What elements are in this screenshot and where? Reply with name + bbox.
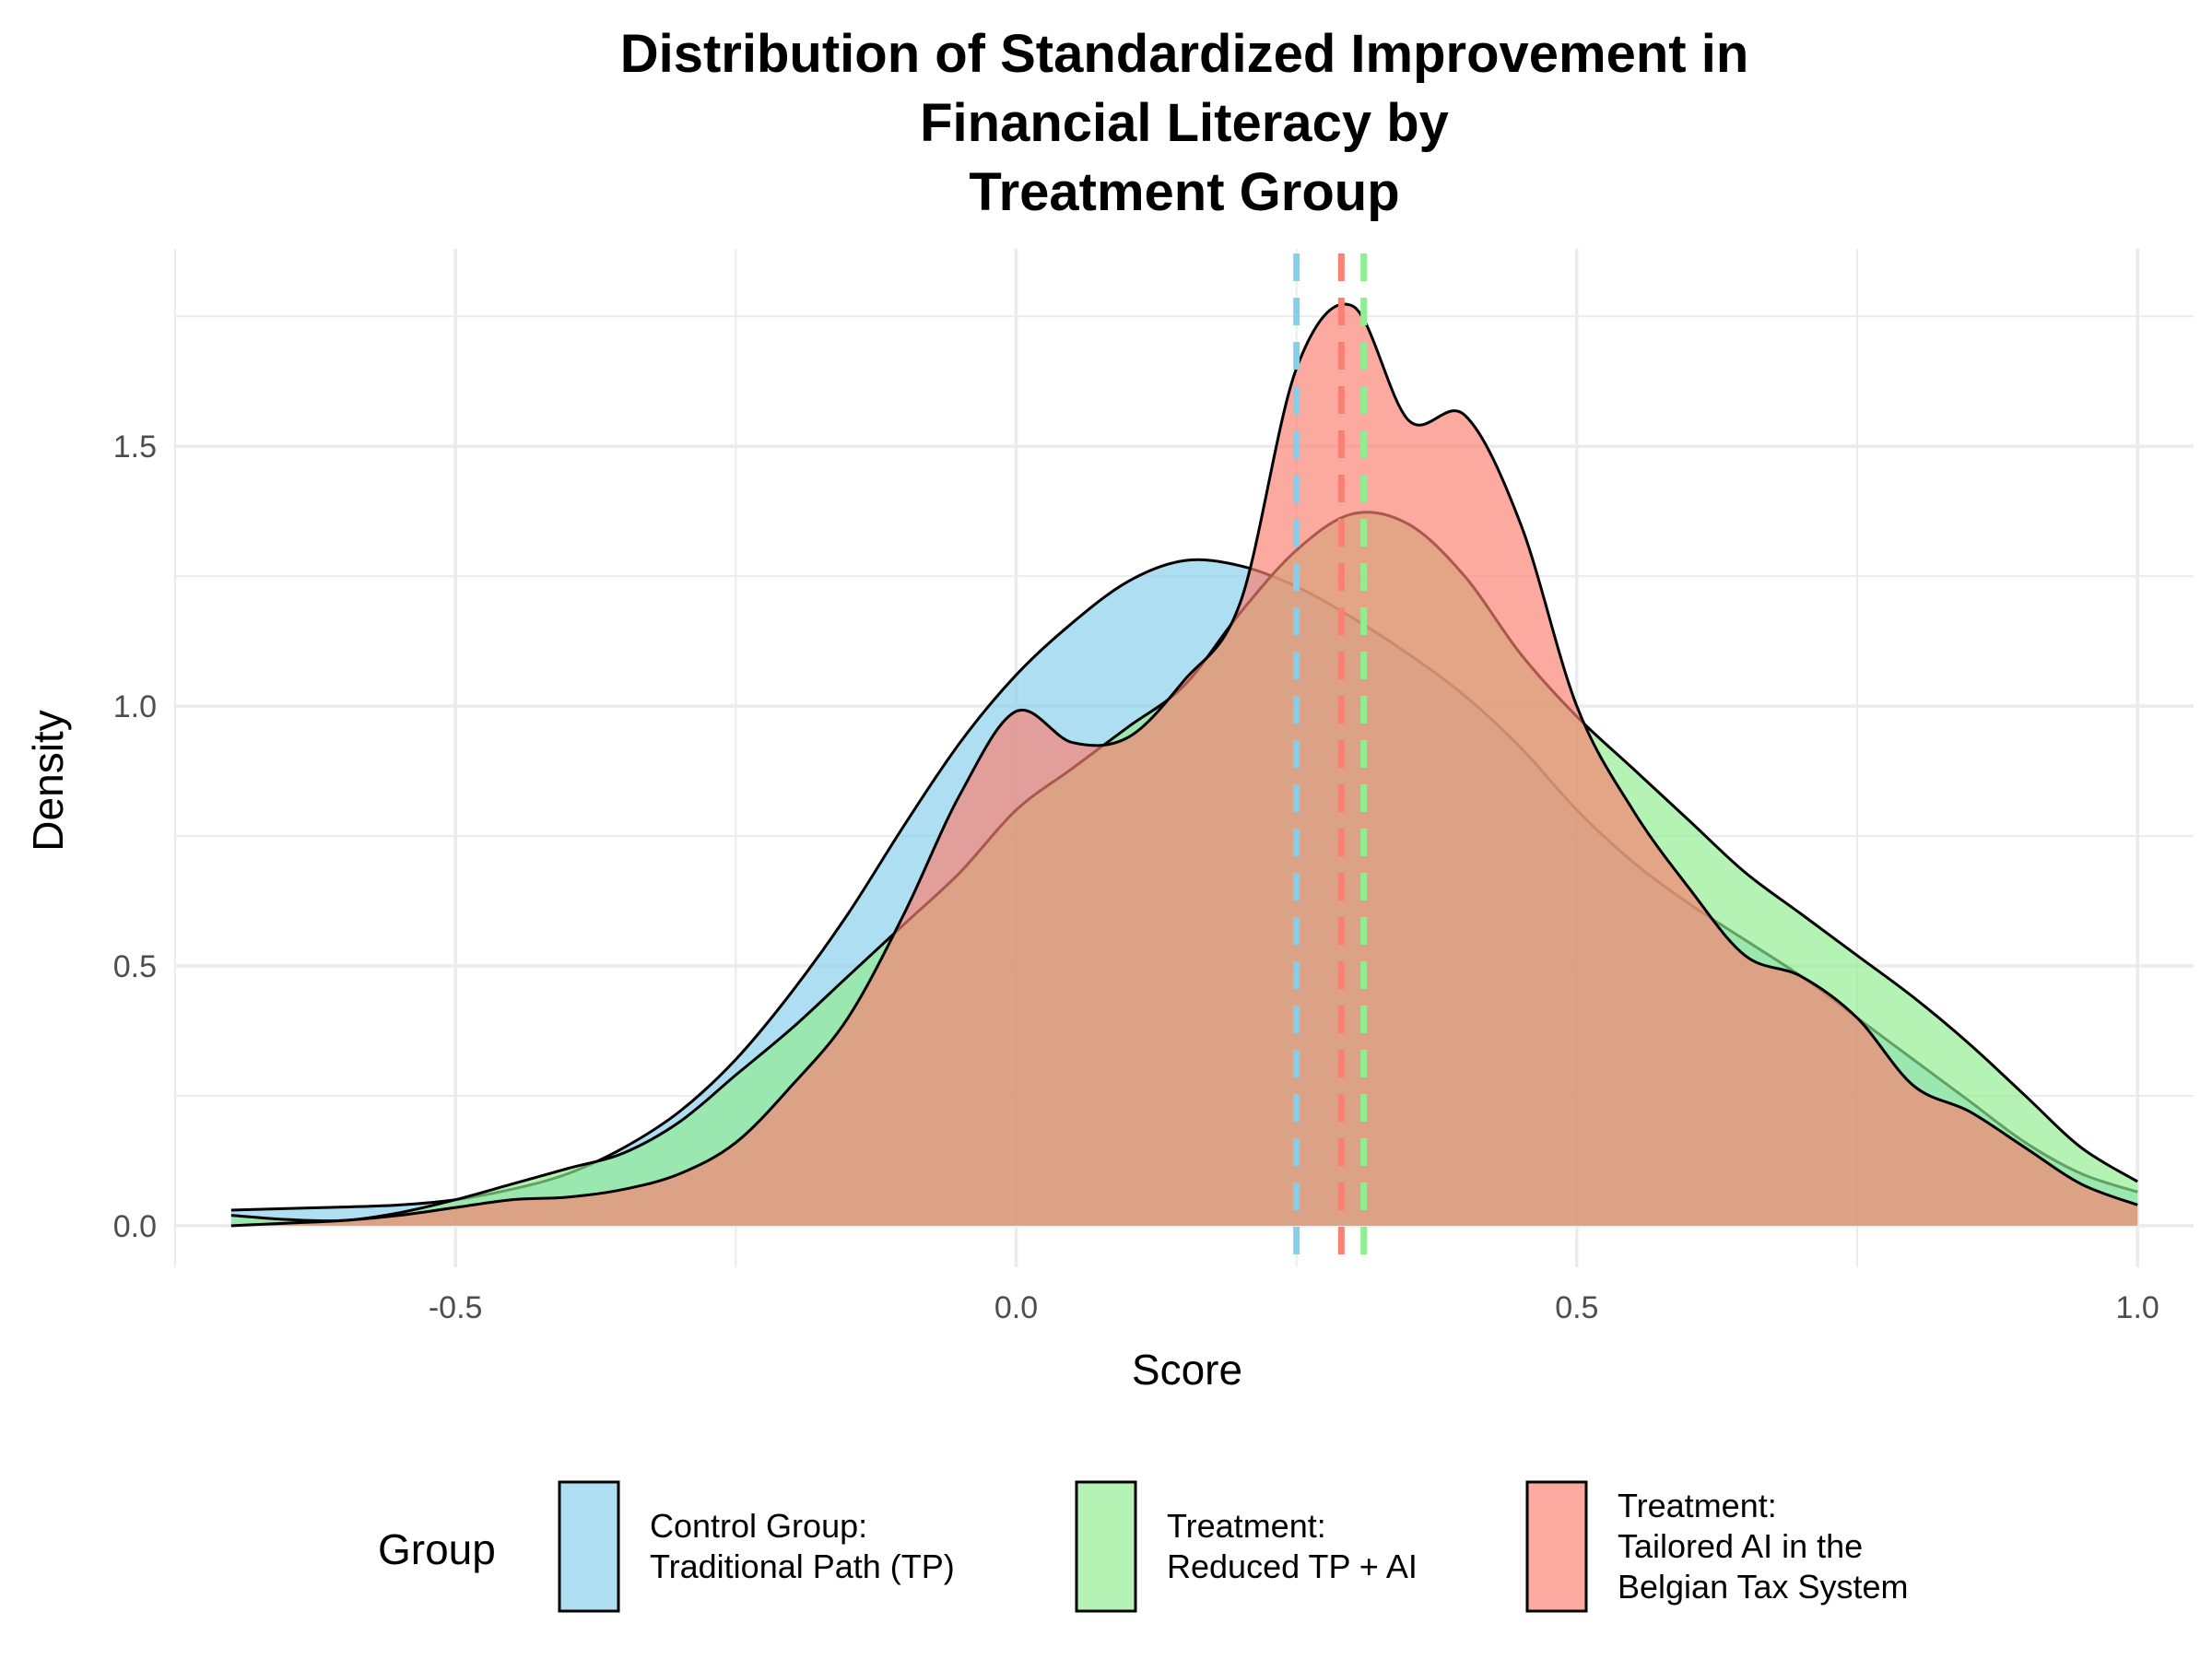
x-tick-label: 1.0: [2116, 1290, 2159, 1325]
x-axis-title: Score: [1132, 1346, 1242, 1394]
chart-title-line-1: Distribution of Standardized Improvement…: [620, 24, 1749, 84]
density-areas: [230, 302, 2138, 1228]
chart-title-line-2: Financial Literacy by: [920, 93, 1449, 153]
x-tick-label: -0.5: [429, 1290, 483, 1325]
chart-title-line-3: Treatment Group: [969, 162, 1399, 222]
x-tick-label: 0.5: [1555, 1290, 1598, 1325]
density-curve-series-2: [230, 511, 2138, 1223]
y-tick-label: 1.5: [113, 429, 157, 465]
density-curve-series-3: [230, 302, 2138, 1228]
legend-key-series-3: [1525, 1480, 1588, 1613]
mean-lines: [1293, 253, 1368, 1267]
legend-title: Group: [378, 1525, 496, 1573]
x-tick-label: 0.0: [994, 1290, 1038, 1325]
legend-label-series-2: Treatment: Reduced TP + AI: [1167, 1507, 1418, 1585]
legend-key-series-1: [558, 1480, 620, 1613]
tick-labels: -0.5 0.0 0.5 1.0 0.0 0.5 1.0 1.5: [113, 429, 2159, 1325]
legend-key-series-2: [1075, 1480, 1137, 1613]
y-tick-label: 0.5: [113, 949, 157, 984]
y-axis-title: Density: [24, 710, 72, 851]
legend-label-series-3: Treatment: Tailored AI in the Belgian Tax …: [1618, 1487, 1909, 1606]
y-tick-label: 1.0: [113, 689, 157, 724]
y-tick-label: 0.0: [113, 1209, 157, 1244]
legend: Control Group: Traditional Path (TP) Treat…: [558, 1480, 1909, 1613]
density-area-series-3: [230, 303, 2138, 1226]
legend-label-series-1: Control Group: Traditional Path (TP): [650, 1507, 955, 1585]
